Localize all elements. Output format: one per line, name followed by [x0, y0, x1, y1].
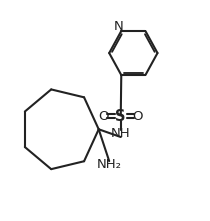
Text: NH: NH	[111, 127, 131, 140]
Text: NH₂: NH₂	[97, 158, 122, 171]
Text: O: O	[132, 110, 143, 122]
Text: S: S	[116, 109, 126, 124]
Text: N: N	[114, 20, 123, 33]
Text: O: O	[99, 110, 109, 122]
